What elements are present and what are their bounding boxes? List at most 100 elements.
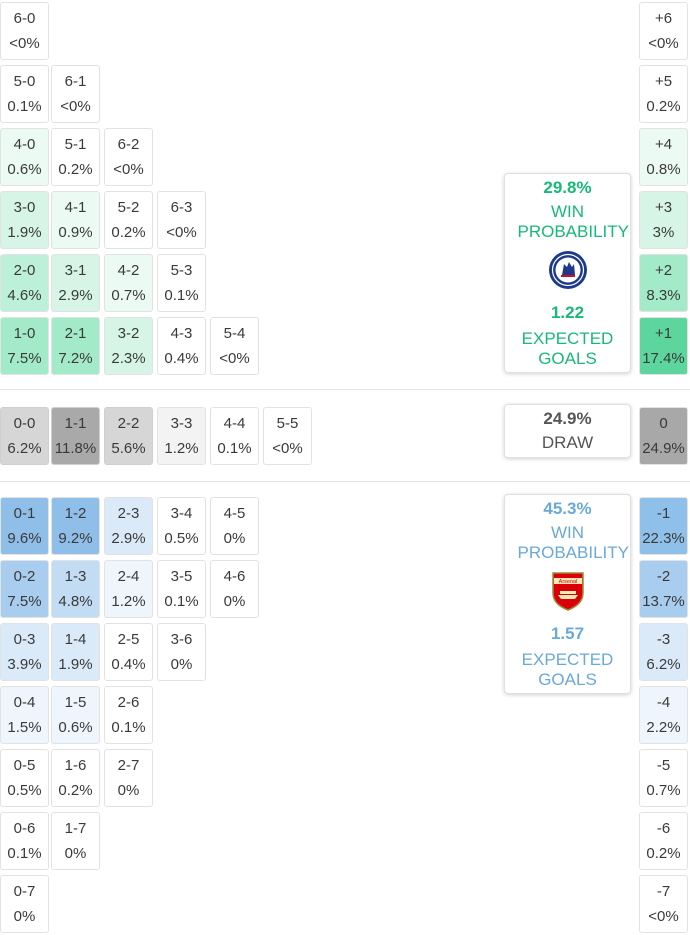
score-cell-away-win: 1-2 9.2%: [51, 497, 100, 555]
cell-probability: 2.9%: [111, 530, 146, 547]
cell-probability: 11.8%: [54, 440, 97, 457]
cell-probability: <0%: [219, 350, 250, 367]
goal-difference-cell: -7 <0%: [639, 875, 688, 933]
cell-label: +6: [654, 10, 673, 27]
away-win-label: WIN PROBABILITY: [517, 523, 629, 562]
cell-probability: 1.2%: [111, 593, 146, 610]
cell-label: 3-6: [170, 631, 193, 648]
cell-probability: 0%: [64, 845, 87, 862]
score-cell-away-win: 2-4 1.2%: [104, 560, 153, 618]
cell-probability: 0%: [13, 908, 36, 925]
cell-probability: 0.2%: [111, 224, 146, 241]
cell-label: 5-3: [170, 262, 193, 279]
score-cell-away-win: 0-1 9.6%: [0, 497, 49, 555]
score-cell-away-win: 4-5 0%: [210, 497, 259, 555]
score-cell-home-win: 2-1 7.2%: [51, 317, 100, 375]
cell-probability: 0%: [170, 656, 193, 673]
cell-probability: 0%: [223, 593, 246, 610]
cell-label: 0-6: [13, 820, 36, 837]
cell-probability: <0%: [113, 161, 144, 178]
cell-label: 1-0: [13, 325, 36, 342]
score-cell-home-win: 3-1 2.9%: [51, 254, 100, 312]
cell-probability: 3.9%: [7, 656, 42, 673]
cell-probability: 1.2%: [164, 440, 199, 457]
goal-difference-cell: -3 6.2%: [639, 623, 688, 681]
away-win-panel: 45.3% WIN PROBABILITY Arsenal 1.57 EXPEC…: [504, 494, 631, 694]
cell-label: 6-2: [117, 136, 140, 153]
goal-difference-cell: +1 17.4%: [639, 317, 688, 375]
cell-label: 1-7: [64, 820, 87, 837]
cell-probability: 4.8%: [58, 593, 93, 610]
score-cell-home-win: 6-2 <0%: [104, 128, 153, 186]
cell-probability: 1.9%: [7, 224, 42, 241]
cell-probability: 0.2%: [58, 161, 93, 178]
cell-label: 4-1: [64, 199, 87, 216]
cell-probability: 0%: [223, 530, 246, 547]
cell-probability: <0%: [166, 224, 197, 241]
cell-label: 4-0: [13, 136, 36, 153]
cell-probability: 0.9%: [58, 224, 93, 241]
goal-difference-cell: +2 8.3%: [639, 254, 688, 312]
cell-label: 0-1: [13, 505, 36, 522]
away-expected-goals-label: EXPECTED GOALS: [521, 650, 614, 689]
cell-label: 3-5: [170, 568, 193, 585]
score-cell-away-win: 1-7 0%: [51, 812, 100, 870]
home-expected-goals-value: 1.22: [550, 303, 585, 322]
cell-label: 4-4: [223, 415, 246, 432]
chelsea-crest-icon: [548, 250, 588, 295]
score-cell-home-win: 6-1 <0%: [51, 65, 100, 123]
cell-label: 6-1: [64, 73, 87, 90]
cell-label: 5-0: [13, 73, 36, 90]
score-cell-away-win: 3-6 0%: [157, 623, 206, 681]
score-cell-home-win: 2-0 4.6%: [0, 254, 49, 312]
goal-difference-cell: 0 24.9%: [639, 407, 688, 465]
cell-probability: 9.2%: [58, 530, 93, 547]
goal-difference-cell: -5 0.7%: [639, 749, 688, 807]
goal-difference-cell: -6 0.2%: [639, 812, 688, 870]
cell-label: -3: [656, 631, 671, 648]
cell-probability: 5.6%: [111, 440, 146, 457]
goal-difference-cell: -2 13.7%: [639, 560, 688, 618]
cell-label: +1: [654, 325, 673, 342]
cell-label: 1-5: [64, 694, 87, 711]
arsenal-crest-icon: Arsenal: [551, 571, 585, 616]
cell-probability: 9.6%: [7, 530, 42, 547]
cell-label: 5-1: [64, 136, 87, 153]
cell-probability: 22.3%: [642, 530, 685, 547]
cell-probability: 7.2%: [58, 350, 93, 367]
cell-label: 5-2: [117, 199, 140, 216]
cell-label: +3: [654, 199, 673, 216]
cell-label: 2-1: [64, 325, 87, 342]
svg-text:Arsenal: Arsenal: [558, 579, 577, 585]
cell-label: -1: [656, 505, 671, 522]
score-cell-away-win: 0-4 1.5%: [0, 686, 49, 744]
score-cell-home-win: 5-1 0.2%: [51, 128, 100, 186]
cell-probability: 0.7%: [646, 782, 681, 799]
cell-probability: 0.5%: [7, 782, 42, 799]
cell-label: +5: [654, 73, 673, 90]
cell-label: 0-7: [13, 883, 36, 900]
cell-label: 2-5: [117, 631, 140, 648]
cell-label: 4-2: [117, 262, 140, 279]
cell-probability: 0.2%: [58, 782, 93, 799]
cell-probability: <0%: [648, 35, 679, 52]
cell-label: 0-0: [13, 415, 36, 432]
score-cell-away-win: 1-3 4.8%: [51, 560, 100, 618]
cell-probability: 0.4%: [111, 656, 146, 673]
cell-label: 3-4: [170, 505, 193, 522]
score-cell-draw: 2-2 5.6%: [104, 407, 153, 465]
score-cell-home-win: 5-4 <0%: [210, 317, 259, 375]
score-cell-home-win: 4-2 0.7%: [104, 254, 153, 312]
cell-probability: 0.1%: [217, 440, 252, 457]
cell-label: 1-6: [64, 757, 87, 774]
away-win-percentage: 45.3%: [543, 499, 592, 518]
score-cell-home-win: 1-0 7.5%: [0, 317, 49, 375]
score-cell-draw: 1-1 11.8%: [51, 407, 100, 465]
cell-probability: <0%: [9, 35, 40, 52]
draw-percentage: 24.9%: [543, 409, 592, 428]
cell-label: 1-1: [64, 415, 87, 432]
goal-difference-cell: +4 0.8%: [639, 128, 688, 186]
cell-label: 2-7: [117, 757, 140, 774]
cell-label: 0: [659, 415, 668, 432]
home-win-label: WIN PROBABILITY: [517, 202, 629, 241]
